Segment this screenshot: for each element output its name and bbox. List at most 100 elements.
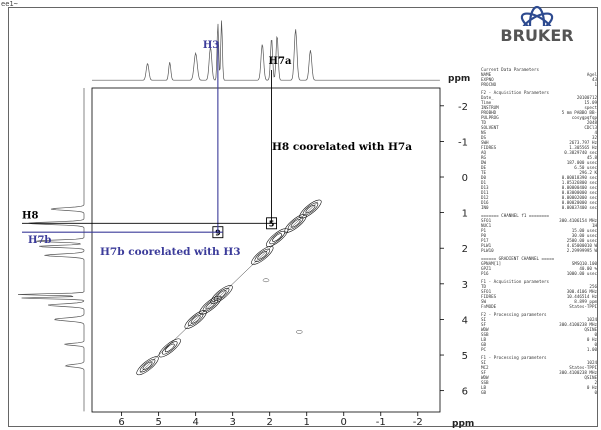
params-row: SSB 0: [481, 332, 597, 337]
params-value: 1.00: [586, 347, 597, 352]
params-key: RG: [481, 155, 487, 160]
params-row: MC2 States-TPPI: [481, 365, 597, 370]
params-value: 20100712: [576, 95, 597, 100]
params-value: 0: [594, 342, 597, 347]
diagonal-peak-contour: [139, 359, 156, 373]
params-value: States-TPPI: [569, 304, 597, 309]
x-tick-label: -1: [376, 417, 386, 428]
params-key: PULPROG: [481, 115, 499, 120]
params-row: INSTRUM spect: [481, 105, 597, 110]
params-value: 300.4106 MHz: [566, 289, 597, 294]
y-tick-label: -2: [458, 102, 468, 113]
params-row: LB 0 Hz: [481, 385, 597, 390]
cross-peak-contour: [296, 330, 303, 334]
diagonal-peaks: [136, 199, 322, 376]
params-section-title: ====== GRADIENT CHANNEL =====: [481, 256, 555, 261]
params-row: LB 0 Hz: [481, 337, 597, 342]
params-key: PROCNO: [481, 82, 497, 87]
diagonal-peak-contour: [210, 285, 233, 304]
y-tick-label: 6: [462, 387, 468, 398]
params-value: QSINE: [584, 327, 597, 332]
params-value: 4: [594, 130, 597, 135]
h8-label: H8: [22, 210, 38, 221]
diagonal-peak-contour: [302, 202, 319, 216]
params-value: 0 Hz: [586, 337, 597, 342]
params-row: NUC1 1H: [481, 223, 597, 228]
params-row: P17 2500.00 usec: [481, 238, 597, 243]
params-row: PULPROG cosygpqfqp: [481, 115, 597, 120]
params-key: SOLVENT: [481, 125, 499, 130]
params-key: TD: [481, 284, 487, 289]
y-tick-label: 3: [462, 280, 468, 291]
params-key: Date_: [481, 95, 494, 100]
params-row: DW 187.000 usec: [481, 160, 597, 165]
params-row: SI 1024: [481, 360, 597, 365]
diagonal-peak-contour: [213, 287, 230, 302]
params-row: SF 300.4100238 MHz: [481, 322, 597, 327]
params-row: D13 0.00000400 sec: [481, 185, 597, 190]
y-tick-label: 2: [462, 244, 468, 255]
diagonal-peak-contour: [251, 245, 274, 265]
params-key: PLW1: [481, 243, 492, 248]
params-row: D12 0.00002000 sec: [481, 195, 597, 200]
params-key: WDW: [481, 375, 489, 380]
params-row: RG 45.8: [481, 155, 597, 160]
params-row: P1 15.00 usec: [481, 228, 597, 233]
params-row: SOLVENT CDCl3: [481, 125, 597, 130]
diagonal-peak-contour: [265, 228, 289, 247]
x-tick-label: 1: [304, 417, 310, 428]
params-key: SSB: [481, 380, 489, 385]
plot-area: [91, 87, 441, 413]
params-value: SMSQ10.100: [571, 261, 597, 266]
diagonal-peak-contour: [305, 204, 316, 214]
params-row: Date_ 20100712: [481, 95, 597, 100]
params-key: GPNAM[1]: [481, 261, 502, 266]
params-key: SI: [481, 317, 487, 322]
params-row: NS 4: [481, 130, 597, 135]
params-key: SWH: [481, 140, 489, 145]
params-value: 1000.00 usec: [566, 271, 597, 276]
params-row: FnMODE States-TPPI: [481, 304, 597, 309]
x-axis-unit: ppm: [452, 419, 474, 429]
diagonal-peak-contour: [161, 341, 178, 355]
params-value: 296.2 K: [579, 170, 597, 175]
params-value: 32: [591, 135, 597, 140]
params-section-title: F1 - Processing parameters: [481, 355, 547, 360]
params-value: spect: [584, 105, 597, 110]
params-key: SI: [481, 360, 487, 365]
params-value: CDCl3: [584, 125, 597, 130]
y-tick-label: 0: [462, 173, 468, 184]
diagonal-peak-contour: [257, 251, 268, 260]
params-key: NUC1: [481, 223, 492, 228]
params-row: PLW1 4.65000010 W: [481, 243, 597, 248]
y-tick-label: -1: [458, 137, 468, 148]
params-value: 43: [591, 77, 597, 82]
params-key: D12: [481, 195, 489, 200]
params-value: 45.8: [586, 155, 597, 160]
diagonal-peak-contour: [142, 361, 153, 370]
y-tick-label: 4: [462, 315, 468, 326]
params-key: SFO1: [481, 218, 492, 223]
params-key: NAME: [481, 72, 492, 77]
y-axis-unit: ppm: [448, 74, 470, 84]
params-key: TD: [481, 120, 487, 125]
params-row: SFO1 300.4106154 MHz: [481, 218, 597, 223]
params-value: 2: [594, 380, 597, 385]
params-value: 300.4106154 MHz: [559, 218, 597, 223]
diagonal-peak-contour: [299, 199, 322, 219]
params-key: P0: [481, 233, 487, 238]
x-tick-label: 6: [118, 417, 124, 428]
params-key: D13: [481, 185, 489, 190]
params-key: GB: [481, 390, 487, 395]
params-key: MC2: [481, 365, 489, 370]
params-value: 5 mm PABBO BB-: [561, 110, 597, 115]
params-row: GB 0: [481, 342, 597, 347]
params-key: SF: [481, 322, 487, 327]
params-value: 1024: [586, 360, 597, 365]
params-row: D16 0.00020000 sec: [481, 200, 597, 205]
diagonal-peak-contour: [269, 230, 285, 245]
params-row: FIDRES 10.446514 Hz: [481, 294, 597, 299]
params-key: PROBHD: [481, 110, 497, 115]
params-row: GB 0: [481, 390, 597, 395]
